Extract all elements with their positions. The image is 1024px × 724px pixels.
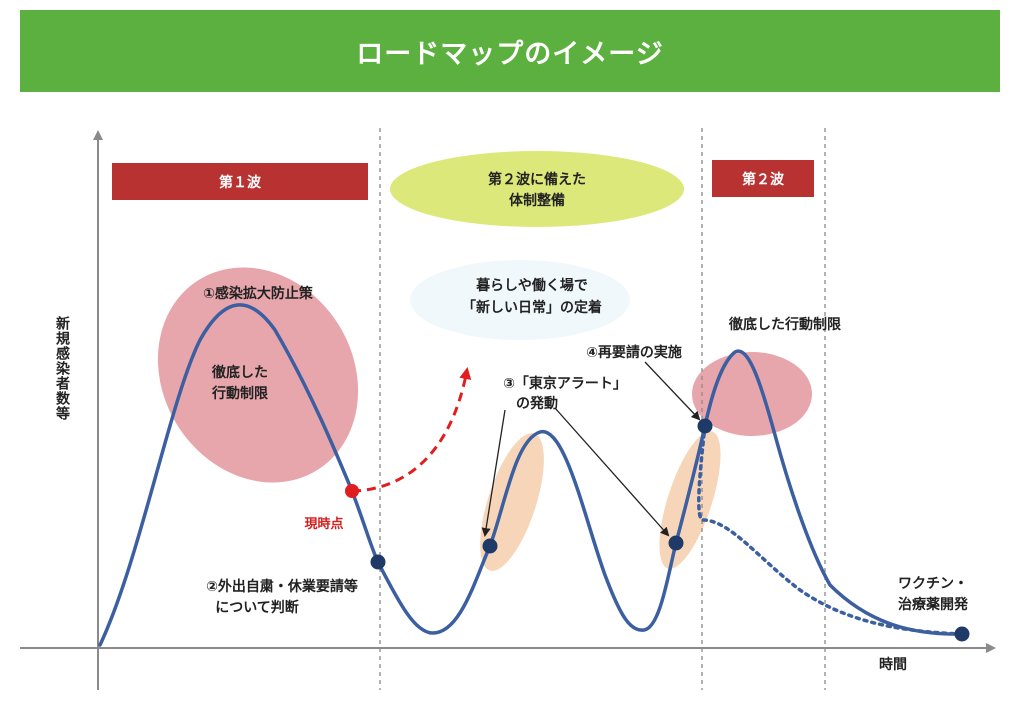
annotation-arrow xyxy=(644,361,701,421)
trend-arrow xyxy=(351,367,472,493)
x-axis-label: 時間 xyxy=(879,656,907,673)
new-normal-label-line2: 「新しい日常」の定着 xyxy=(462,299,602,316)
alert-highlight-ellipse-2 xyxy=(659,431,721,569)
strict2-label: 徹底した行動制限 xyxy=(728,316,841,333)
alert-marker-2 xyxy=(668,535,684,551)
re-request-marker xyxy=(697,418,713,434)
judgement-label-line2: について判断 xyxy=(215,599,299,616)
vaccine-label-line1: ワクチン・ xyxy=(898,576,968,592)
prep-ellipse xyxy=(390,151,684,227)
strict-measures-ellipse-1 xyxy=(157,267,359,483)
title-banner: ロードマップのイメージ xyxy=(20,10,1000,92)
strict1-label-line1: 徹底した xyxy=(211,364,268,381)
measure1-label: ①感染拡大防止策 xyxy=(203,285,314,302)
current-point-marker xyxy=(345,484,359,498)
alert-marker-1 xyxy=(482,538,498,554)
annotation-arrow xyxy=(481,409,506,537)
annotation-arrow xyxy=(554,407,670,537)
y-axis-label: 新規感染者数等 xyxy=(54,315,70,421)
infection-curve xyxy=(98,303,964,647)
wave1-label: 第１波 xyxy=(219,174,262,191)
prep-label-line1: 第２波に備えた xyxy=(488,171,586,188)
mitigated-curve xyxy=(697,424,964,636)
strict1-label-line2: 行動制限 xyxy=(211,385,268,402)
vaccine-marker xyxy=(954,626,970,642)
alert-label-line1: ③「東京アラート」 xyxy=(503,375,627,392)
prep-label-line2: 体制整備 xyxy=(509,192,565,209)
current-point-label: 現時点 xyxy=(304,516,343,532)
alert-label-line2: の発動 xyxy=(516,395,558,412)
wave2-banner xyxy=(712,160,814,197)
alert-highlight-ellipse-1 xyxy=(480,433,544,571)
judgement-label-line1: ②外出自粛・休業要請等 xyxy=(206,578,358,595)
new-normal-label-line1: 暮らしや働く場で xyxy=(475,277,588,294)
wave2-label: 第２波 xyxy=(742,171,785,188)
judgement-marker xyxy=(370,554,386,570)
re-request-label: ④再要請の実施 xyxy=(586,344,682,361)
vaccine-label-line2: 治療薬開発 xyxy=(898,596,969,613)
wave1-banner xyxy=(112,163,368,200)
page-title: ロードマップのイメージ xyxy=(356,38,664,70)
new-normal-glow xyxy=(410,260,630,340)
